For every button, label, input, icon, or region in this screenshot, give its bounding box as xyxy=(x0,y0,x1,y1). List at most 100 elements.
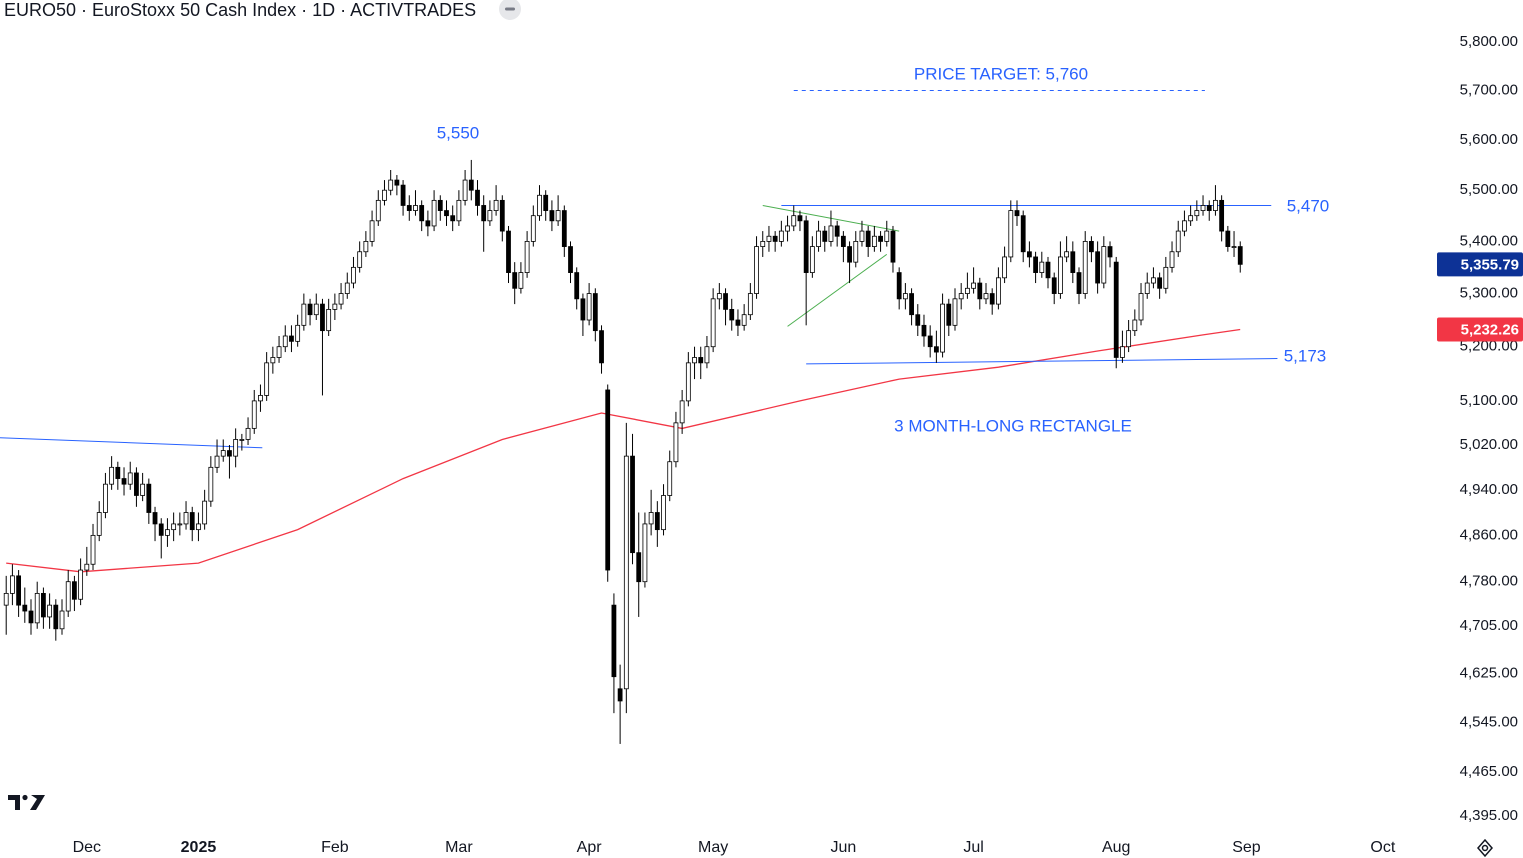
candle-body xyxy=(382,189,387,201)
candle-body xyxy=(351,266,356,284)
candle-body xyxy=(537,194,542,217)
settings-icon[interactable] xyxy=(1477,838,1493,858)
candle-body xyxy=(251,400,257,429)
candle-body xyxy=(140,483,146,496)
candle-body xyxy=(258,395,263,402)
candle-body xyxy=(437,199,443,211)
candle-body xyxy=(1033,256,1039,273)
last-price-tag-box xyxy=(1437,252,1523,277)
candle-body xyxy=(710,298,716,348)
candle-body xyxy=(171,523,177,531)
candle-body xyxy=(394,179,400,186)
x-tick-label: Jun xyxy=(830,839,856,856)
candle-body xyxy=(921,324,927,337)
candle-body xyxy=(419,205,425,222)
candle-body xyxy=(859,230,865,242)
chart-title: EURO50 · EuroStoxx 50 Cash Index · 1D · … xyxy=(4,0,476,20)
candle-body xyxy=(481,205,487,222)
candle-body xyxy=(884,230,890,242)
candle-body xyxy=(1020,215,1026,253)
candle-body xyxy=(940,303,945,353)
ma-price-tag: 5,232.26 xyxy=(1461,321,1519,338)
candle-body xyxy=(1231,246,1237,248)
candle-body xyxy=(47,604,53,618)
candle-body xyxy=(772,235,778,242)
candle-body xyxy=(289,335,294,342)
ma-price-tag-box xyxy=(1437,317,1523,342)
candle-body xyxy=(617,688,623,702)
candle-body xyxy=(53,604,59,630)
candle-body xyxy=(183,512,189,525)
y-tick-label: 5,800.00 xyxy=(1460,33,1518,50)
candle-body xyxy=(245,427,251,440)
candle-body xyxy=(1027,251,1032,258)
candle-body xyxy=(28,610,34,624)
candle-body xyxy=(766,235,772,242)
candle-body xyxy=(146,483,152,513)
candle-body xyxy=(667,461,673,496)
candle-body xyxy=(642,523,648,583)
candle-body xyxy=(561,210,567,247)
candle-body xyxy=(425,220,431,227)
candle-body xyxy=(592,293,598,332)
candle-body xyxy=(59,610,65,630)
candle-body xyxy=(295,324,301,342)
candle-body xyxy=(3,592,9,606)
candle-body xyxy=(1182,220,1187,232)
candle-body xyxy=(1163,266,1169,289)
candle-body xyxy=(1076,272,1082,294)
candle-body xyxy=(499,199,505,232)
candle-body xyxy=(282,335,288,348)
y-tick-label: 4,780.00 xyxy=(1460,573,1518,590)
candle-body xyxy=(357,251,363,268)
candle-body xyxy=(524,241,530,273)
candle-body xyxy=(1126,330,1132,348)
x-tick-label: Jul xyxy=(963,839,983,856)
candle-body xyxy=(530,215,536,242)
candle-body xyxy=(1014,210,1020,217)
candle-body xyxy=(822,230,828,242)
candle-body xyxy=(1008,210,1014,258)
candle-body xyxy=(896,272,902,300)
y-tick-label: 5,700.00 xyxy=(1460,82,1518,99)
candle-body xyxy=(468,179,474,191)
candle-body xyxy=(698,357,704,364)
candle-body xyxy=(41,592,46,618)
candle-body xyxy=(165,529,170,536)
candle-body xyxy=(264,362,270,396)
candle-body xyxy=(828,225,834,242)
candle-body xyxy=(506,230,511,273)
candle-body xyxy=(661,495,666,531)
candle-body xyxy=(580,298,586,321)
candle-body xyxy=(413,205,418,211)
candle-body xyxy=(1064,251,1070,258)
candle-body xyxy=(791,215,797,227)
candle-body xyxy=(673,422,679,463)
candle-body xyxy=(444,210,449,217)
candle-body xyxy=(1200,205,1206,211)
candle-body xyxy=(1157,277,1163,289)
candle-body xyxy=(543,194,549,211)
candle-body xyxy=(34,592,40,624)
candle-body xyxy=(1151,277,1156,284)
y-tick-label: 5,500.00 xyxy=(1460,181,1518,198)
candle-body xyxy=(158,523,164,536)
candle-body xyxy=(1002,256,1007,279)
toggle-icon xyxy=(505,7,515,11)
y-tick-label: 4,625.00 xyxy=(1460,665,1518,682)
y-tick-label: 5,020.00 xyxy=(1460,436,1518,453)
candle-body xyxy=(1058,256,1063,294)
x-tick-label: Oct xyxy=(1370,839,1395,856)
candle-body xyxy=(1175,230,1181,253)
candle-body xyxy=(276,346,282,358)
candle-body xyxy=(964,287,970,294)
candle-body xyxy=(778,230,784,242)
candle-body xyxy=(1101,246,1107,284)
tv-logo xyxy=(8,794,45,810)
annotation: 3 MONTH-LONG RECTANGLE xyxy=(894,416,1132,435)
candle-body xyxy=(344,282,350,294)
candle-body xyxy=(338,293,344,305)
candle-body xyxy=(685,362,691,402)
candle-body xyxy=(90,534,96,565)
candle-body xyxy=(933,346,939,353)
